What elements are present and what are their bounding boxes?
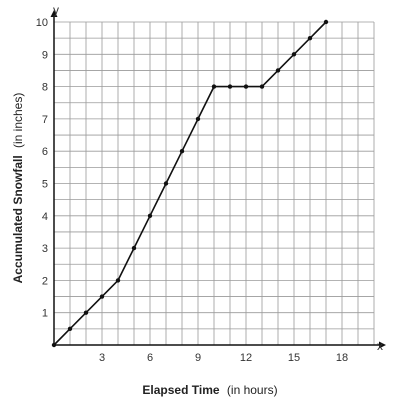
data-point xyxy=(51,342,57,348)
data-point xyxy=(67,326,73,332)
data-point xyxy=(83,310,89,315)
data-point xyxy=(275,68,281,73)
data-point xyxy=(99,294,105,299)
x-axis-units: (in hours) xyxy=(227,383,278,397)
y-tick-label: 10 xyxy=(36,17,48,29)
x-tick-label: 6 xyxy=(147,352,153,364)
x-axis-letter: x xyxy=(377,339,383,353)
axes xyxy=(50,10,386,349)
y-axis-arrow xyxy=(50,10,58,17)
data-series xyxy=(51,19,329,348)
series-line xyxy=(53,21,327,346)
x-tick-label: 15 xyxy=(288,352,300,364)
y-tick-label: 1 xyxy=(42,308,48,320)
x-tick-label: 9 xyxy=(195,352,201,364)
data-point xyxy=(227,84,233,89)
x-axis-arrow xyxy=(379,341,386,349)
data-point xyxy=(323,19,329,25)
data-point xyxy=(259,84,265,89)
x-axis-label: Elapsed Time xyxy=(142,383,219,397)
y-axis-label: Accumulated Snowfall xyxy=(11,155,25,283)
data-point xyxy=(163,181,169,186)
data-point xyxy=(131,245,137,251)
data-point xyxy=(211,84,217,89)
y-tick-label: 3 xyxy=(42,243,48,255)
data-point xyxy=(179,149,185,154)
y-tick-label: 6 xyxy=(42,146,48,158)
y-tick-label: 7 xyxy=(42,114,48,126)
x-tick-labels: 3 6 9 12 15 18 xyxy=(99,352,348,364)
data-point xyxy=(307,35,313,41)
y-tick-label: 4 xyxy=(42,211,48,223)
data-point xyxy=(291,52,297,57)
y-tick-label: 8 xyxy=(42,82,48,94)
x-tick-label: 18 xyxy=(336,352,348,364)
y-tick-label: 5 xyxy=(42,179,48,191)
x-tick-label: 3 xyxy=(99,352,105,364)
data-point xyxy=(115,278,121,283)
x-axis-title: Elapsed Time (in hours) xyxy=(142,383,277,397)
y-tick-label: 2 xyxy=(42,275,48,287)
data-point xyxy=(147,213,153,218)
data-point xyxy=(243,84,249,89)
y-axis-units: (in inches) xyxy=(11,93,25,148)
y-axis-letter: y xyxy=(53,3,59,17)
x-tick-label: 12 xyxy=(240,352,252,364)
grid xyxy=(53,21,375,346)
y-tick-labels: 1 2 3 4 5 6 7 8 9 10 xyxy=(36,17,48,320)
y-axis-title: Accumulated Snowfall (in inches) xyxy=(11,93,25,284)
data-point xyxy=(195,116,201,122)
y-tick-label: 9 xyxy=(42,49,48,61)
